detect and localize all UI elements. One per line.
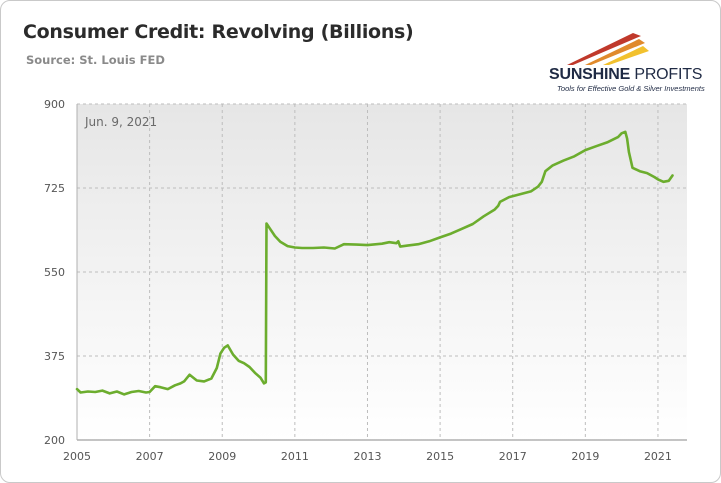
logo-name-bold: SUNSHINE	[549, 66, 631, 83]
series-group	[75, 130, 674, 396]
y-tick-label: 200	[44, 434, 65, 447]
logo-name: SUNSHINE PROFITS	[549, 66, 702, 84]
x-tick-label: 2019	[571, 450, 599, 463]
x-tick-label: 2007	[136, 450, 164, 463]
chart-source: Source: St. Louis FED	[26, 53, 165, 67]
x-tick-label: 2009	[208, 450, 236, 463]
logo-swoosh-red	[567, 33, 641, 65]
x-tick-label: 2021	[644, 450, 672, 463]
logo-tagline: Tools for Effective Gold & Silver Invest…	[557, 84, 705, 93]
x-tick-label: 2005	[63, 450, 91, 463]
axes	[76, 104, 687, 441]
logo-name-light: PROFITS	[634, 66, 703, 83]
x-tick-label: 2015	[426, 450, 454, 463]
logo-swoosh-yellow	[603, 46, 649, 65]
y-tick-label: 550	[44, 266, 65, 279]
series-line	[75, 130, 674, 396]
x-tick-label: 2017	[499, 450, 527, 463]
logo-swoosh-orange	[585, 39, 645, 65]
y-tick-label: 375	[44, 350, 65, 363]
x-tick-label: 2011	[281, 450, 309, 463]
chart-title: Consumer Credit: Revolving (Billions)	[23, 21, 414, 43]
y-tick-label: 725	[44, 182, 65, 195]
sunshine-profits-logo: SUNSHINE PROFITS Tools for Effective Gol…	[541, 29, 705, 95]
x-tick-label: 2013	[353, 450, 381, 463]
chart-annotation-date: Jun. 9, 2021	[84, 115, 157, 129]
tick-labels: 200 375 550 725 900 2005 2007 2009 2011 2013 2015 2…	[44, 98, 672, 463]
grid-lines	[77, 103, 687, 440]
y-tick-label: 900	[44, 98, 65, 111]
logo-swoosh-icon	[567, 33, 649, 65]
